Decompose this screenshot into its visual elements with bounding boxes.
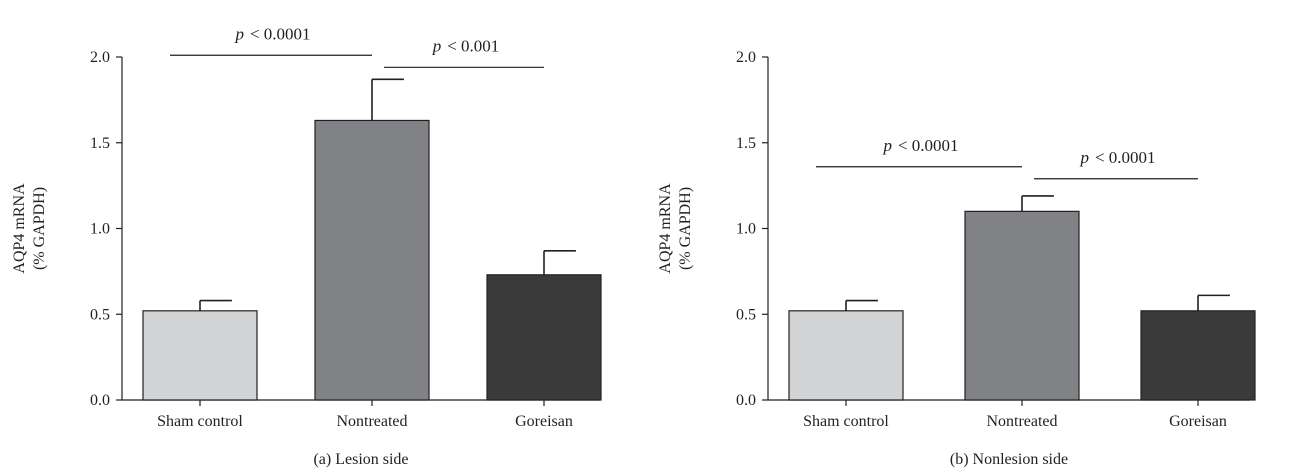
x-category-label: Goreisan — [515, 413, 573, 430]
y-axis-label-line1: AQP4 mRNA — [11, 183, 28, 274]
y-tick-label: 1.0 — [90, 221, 110, 238]
x-category-label: Sham control — [157, 413, 243, 430]
y-tick-label: 1.0 — [736, 221, 756, 238]
x-category-label: Sham control — [803, 413, 889, 430]
y-tick-label: 1.5 — [90, 135, 110, 152]
p-symbol: p — [882, 136, 892, 155]
y-axis-label-line2: (% GAPDH) — [677, 187, 694, 270]
x-category-label: Nontreated — [986, 413, 1057, 430]
p-value: < 0.0001 — [1095, 148, 1156, 167]
y-tick-label: 0.5 — [90, 306, 110, 323]
p-value: < 0.0001 — [250, 24, 311, 43]
x-category-label: Goreisan — [1169, 413, 1227, 430]
significance-label: p < 0.0001 — [882, 136, 958, 155]
bar — [142, 310, 258, 401]
y-tick-label: 0.0 — [736, 392, 756, 409]
y-axis-label: AQP4 mRNA (% GAPDH) — [657, 183, 694, 274]
significance-label: p < 0.0001 — [234, 24, 310, 43]
y-tick-label: 2.0 — [90, 49, 110, 66]
panel-caption: (b) Nonlesion side — [950, 451, 1068, 468]
panel-lesion-side: 0.0 0.5 1.0 1.5 2.0 AQP4 mRNA (% GAPDH) Sham co… — [11, 24, 602, 468]
y-axis-label: AQP4 mRNA (% GAPDH) — [11, 183, 48, 274]
bar — [486, 274, 602, 401]
y-tick-label: 2.0 — [736, 49, 756, 66]
y-tick-label: 1.5 — [736, 135, 756, 152]
significance-label: p < 0.001 — [432, 36, 500, 55]
p-value: < 0.001 — [447, 36, 499, 55]
bar — [964, 210, 1080, 401]
y-tick-label: 0.5 — [736, 306, 756, 323]
bar — [314, 119, 430, 401]
y-axis-label-line2: (% GAPDH) — [31, 187, 48, 270]
p-symbol: p — [234, 24, 244, 43]
bar — [788, 310, 904, 401]
y-tick-label: 0.0 — [90, 392, 110, 409]
x-category-label: Nontreated — [336, 413, 407, 430]
bar — [1140, 310, 1256, 401]
y-axis-label-line1: AQP4 mRNA — [657, 183, 674, 274]
panel-caption: (a) Lesion side — [313, 451, 408, 468]
significance-label: p < 0.0001 — [1079, 148, 1155, 167]
p-symbol: p — [1079, 148, 1089, 167]
p-value: < 0.0001 — [898, 136, 959, 155]
p-symbol: p — [432, 36, 442, 55]
panel-nonlesion-side: 0.0 0.5 1.0 1.5 2.0 AQP4 mRNA (% GAPDH) Sham co… — [657, 49, 1256, 468]
